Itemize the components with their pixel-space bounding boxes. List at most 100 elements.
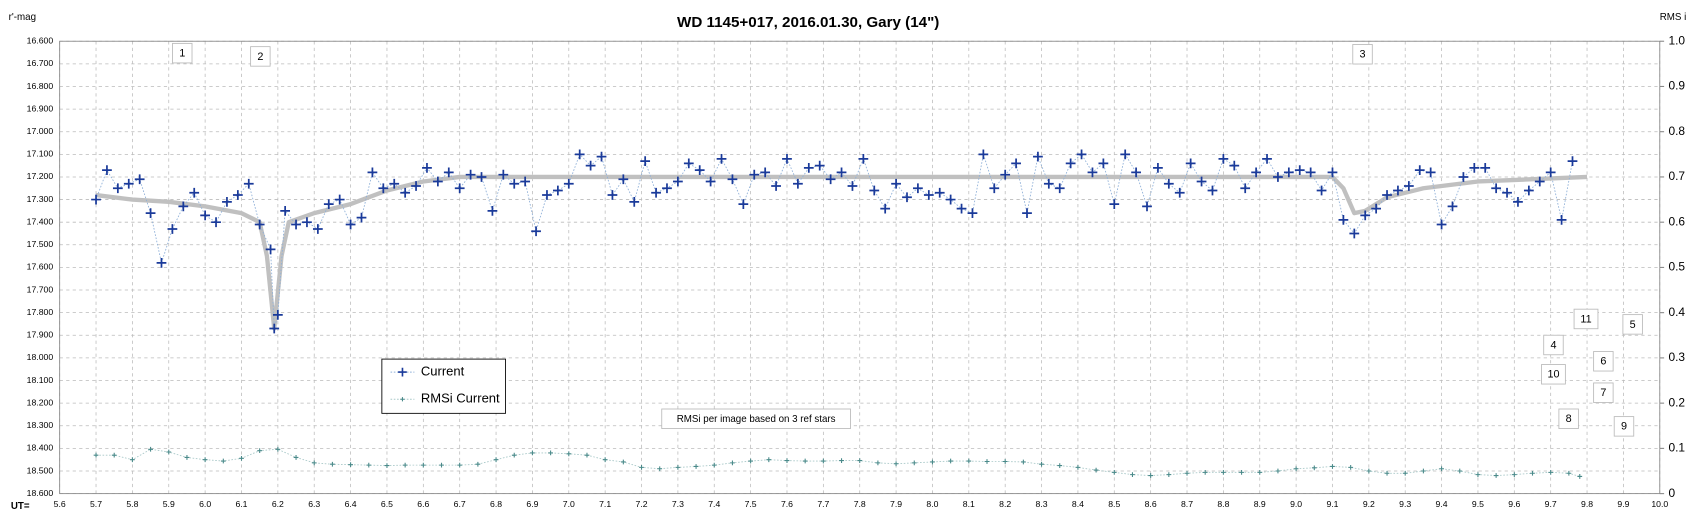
- x-tick-label: 6.1: [235, 499, 247, 509]
- data-point: [334, 194, 345, 205]
- data-point: [443, 167, 454, 178]
- data-point: [784, 458, 790, 463]
- data-point: [1131, 167, 1141, 178]
- data-point: [1218, 153, 1229, 164]
- data-point: [1349, 228, 1360, 239]
- data-point: [760, 167, 771, 178]
- data-point: [1447, 201, 1458, 212]
- x-tick-label: 8.5: [1108, 499, 1120, 509]
- plot-frame: [59, 40, 1661, 495]
- data-point: [439, 462, 444, 468]
- y-tick-label: 18.000: [27, 352, 54, 362]
- data-point: [984, 459, 990, 464]
- data-point: [1330, 464, 1335, 469]
- data-point: [189, 187, 200, 198]
- y-tick-label: 17.500: [27, 239, 54, 249]
- data-point: [1065, 158, 1076, 169]
- data-point: [1174, 187, 1185, 198]
- data-point: [432, 176, 443, 187]
- y-tick-label: 18.400: [27, 443, 54, 453]
- data-point: [239, 455, 244, 461]
- data-point: [730, 460, 735, 466]
- data-point: [345, 219, 356, 230]
- data-point: [220, 458, 226, 464]
- annotation: 5: [1630, 319, 1636, 331]
- data-point: [1054, 183, 1065, 194]
- data-point: [1000, 169, 1011, 180]
- data-point: [923, 190, 934, 200]
- data-point: [793, 178, 803, 189]
- data-point: [1567, 156, 1578, 166]
- data-point: [1534, 176, 1545, 187]
- y2-tick-label: 0.9: [1668, 79, 1685, 93]
- data-point: [400, 187, 411, 198]
- y-tick-label: 17.700: [27, 284, 54, 294]
- data-point: [640, 156, 651, 166]
- annotation: 7: [1600, 387, 1606, 399]
- data-point: [989, 183, 1000, 194]
- data-point: [1523, 185, 1534, 196]
- data-point: [1384, 470, 1390, 476]
- x-tick-label: 9.1: [1326, 499, 1338, 509]
- data-point: [1153, 163, 1163, 173]
- y-tick-label: 17.400: [27, 216, 54, 226]
- x-tick-label: 8.3: [1036, 499, 1048, 509]
- data-point: [312, 224, 323, 234]
- model-curve: [95, 174, 1588, 331]
- data-point: [1011, 158, 1021, 169]
- x-tick-label: 8.4: [1072, 499, 1084, 509]
- data-point: [402, 462, 408, 468]
- annotation-box: [250, 46, 271, 67]
- x-tick-label: 9.5: [1472, 499, 1484, 509]
- y-tick-label: 18.200: [27, 397, 54, 407]
- data-point: [269, 323, 280, 334]
- data-point: [1577, 474, 1583, 479]
- y-tick-label: 18.500: [27, 465, 54, 475]
- data-point: [552, 185, 563, 196]
- series-line: [95, 153, 1573, 329]
- annotation-box: [1541, 364, 1566, 385]
- data-point: [1293, 466, 1299, 472]
- y-tick-label: 16.600: [27, 36, 54, 46]
- data-point: [1493, 473, 1499, 478]
- series-line: [96, 448, 1580, 477]
- annotation: 11: [1580, 313, 1591, 325]
- data-point: [1327, 167, 1338, 178]
- data-point: [1196, 176, 1207, 187]
- data-point: [1294, 165, 1305, 176]
- data-point: [323, 199, 334, 209]
- y-tick-label: 18.600: [27, 488, 54, 498]
- data-point: [847, 181, 858, 191]
- data-point: [967, 208, 978, 219]
- data-point: [1148, 473, 1154, 478]
- x-tick-label: 7.1: [599, 499, 611, 509]
- data-point: [457, 462, 463, 468]
- annotation-box: [1573, 308, 1599, 330]
- data-point: [1556, 215, 1567, 225]
- data-point: [948, 458, 954, 464]
- data-point: [1366, 468, 1372, 474]
- data-point: [302, 217, 312, 228]
- y-tick-label: 16.700: [27, 58, 54, 68]
- data-point: [123, 178, 134, 189]
- data-point: [1371, 203, 1381, 214]
- data-point: [1414, 165, 1425, 176]
- data-point: [1075, 464, 1081, 470]
- data-point: [1548, 469, 1554, 475]
- data-point: [749, 169, 760, 180]
- data-point: [1545, 167, 1556, 178]
- data-point: [978, 149, 989, 160]
- data-point: [1229, 160, 1240, 171]
- data-point: [1403, 181, 1414, 191]
- data-point: [574, 149, 585, 160]
- legend-marker: [400, 397, 405, 402]
- x-tick-label: 5.9: [163, 499, 175, 509]
- data-point: [771, 181, 781, 191]
- x-tick-label: 7.3: [672, 499, 684, 509]
- data-point: [531, 226, 541, 237]
- data-point: [1382, 190, 1392, 200]
- data-point: [1316, 185, 1327, 196]
- data-point: [178, 201, 189, 212]
- data-point: [378, 183, 389, 194]
- data-point: [93, 452, 99, 458]
